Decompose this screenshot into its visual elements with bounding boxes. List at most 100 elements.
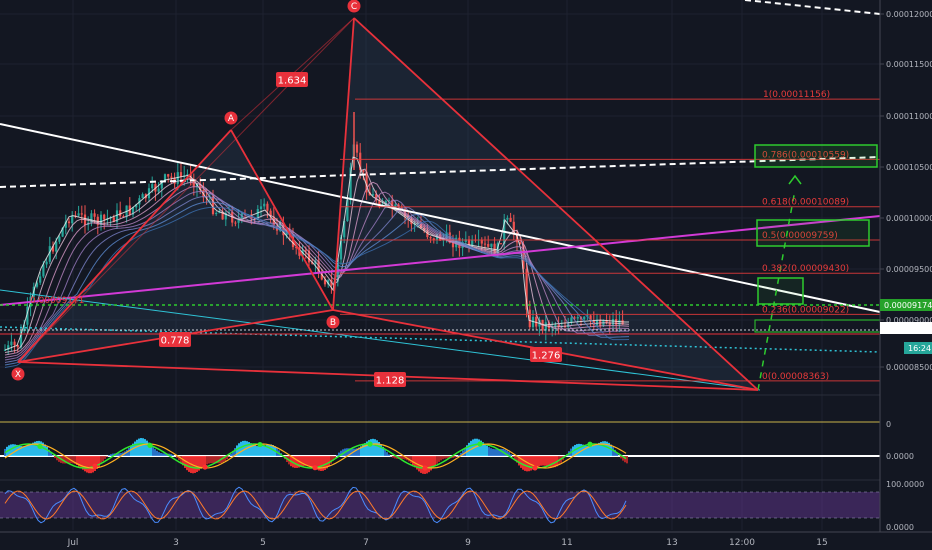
candle-body: [343, 220, 346, 238]
stoch-tick-label: 100.0000: [886, 480, 924, 489]
candle-body: [48, 246, 51, 262]
candle-body: [266, 203, 269, 211]
osc-tick-label: 0: [886, 420, 891, 429]
candle-body: [39, 276, 42, 283]
magenta-trendline: [0, 215, 881, 306]
point-label-B: B: [330, 318, 336, 328]
osc-cross-dot: [477, 441, 483, 447]
pattern-leg-BC: [332, 17, 355, 311]
stochastic-pane: [0, 486, 880, 524]
candle-body: [346, 199, 349, 221]
osc-cross-dot: [312, 465, 318, 471]
time-tick-label: 12:00: [729, 538, 755, 548]
badge-time-bg: [904, 342, 932, 354]
stoch-k: [4, 486, 627, 524]
badge-white-text: 0.00008952: [884, 324, 932, 333]
candle-body: [135, 204, 138, 208]
candle-body: [167, 174, 170, 177]
price-axis-bg: [880, 0, 932, 550]
candle-body: [211, 196, 215, 215]
candle-body: [451, 242, 455, 248]
price-tick-label: 0.00009500: [886, 265, 932, 274]
candle-body: [10, 341, 13, 346]
oscillator-pane: [0, 394, 932, 481]
ratio-box: [530, 347, 562, 362]
candle-body: [362, 169, 365, 172]
candle-body: [26, 306, 29, 325]
badge-green-bg: [880, 299, 932, 311]
candle-body: [96, 216, 99, 225]
candle-body: [23, 324, 26, 332]
fib-label-0.786: 0.786(0.00010559): [762, 150, 849, 160]
moving-average: [4, 206, 630, 368]
badge-white-bg: [880, 322, 932, 334]
cyan-dotted-line: [0, 326, 881, 353]
target-box-mid: [756, 219, 870, 247]
target-box-top: [754, 144, 878, 168]
candle-body: [528, 309, 531, 328]
osc-tick-label: 0.0000: [886, 452, 914, 461]
candle-body: [483, 243, 487, 245]
fib-label-0.5: 0.5(0.00009759): [762, 231, 838, 241]
candle-body: [282, 222, 285, 236]
candle-body: [215, 212, 218, 215]
price-tick-label: 0.00010500: [886, 163, 932, 172]
candle-body: [583, 316, 586, 320]
candle-body: [611, 319, 615, 325]
ratio-label: 1.276: [532, 351, 561, 362]
candle-body: [320, 273, 323, 280]
ratio-box: [276, 72, 308, 87]
candle-body: [218, 212, 221, 214]
badge-time-text: 16:24: [908, 344, 931, 353]
candle-body: [80, 213, 83, 215]
ratio-label: 1.128: [376, 376, 405, 387]
candle-body: [160, 180, 163, 189]
candle-body: [323, 279, 327, 285]
candle-body: [77, 213, 80, 216]
stoch-tick-label: 0.0000: [886, 523, 914, 532]
osc-cross-dot: [257, 441, 263, 448]
time-tick-label: 13: [666, 538, 677, 548]
ratio-label: 1.634: [278, 76, 307, 87]
candle-body: [119, 210, 122, 217]
candle-body: [355, 144, 359, 153]
candle-body: [535, 316, 538, 327]
candle-body: [365, 171, 368, 193]
candle-body: [554, 324, 557, 328]
candle-body: [615, 319, 618, 325]
candle-body: [375, 194, 378, 201]
ratio-label: 0.778: [161, 336, 190, 347]
moving-average: [4, 190, 630, 361]
candle-body: [61, 227, 64, 237]
point-marker-X: [11, 367, 25, 381]
candle-body: [42, 264, 45, 277]
candle-body: [67, 221, 71, 224]
ratio-box: [374, 372, 406, 387]
candle-body: [237, 218, 240, 223]
time-tick-label: 5: [260, 538, 266, 548]
candle-body: [227, 211, 231, 213]
candle-body: [544, 322, 547, 331]
candle-body: [112, 217, 115, 223]
candle-body: [471, 239, 474, 247]
pattern-fill: [18, 18, 758, 390]
pattern-leg-AB: [230, 129, 334, 311]
candle-body: [179, 172, 183, 177]
price-tick-label: 0.00012000: [886, 10, 932, 19]
candle-body: [464, 239, 467, 242]
osc-cross-dot: [422, 465, 428, 471]
point-marker-A: [224, 111, 238, 125]
price-tick-label: 0.00008500: [886, 363, 932, 372]
candle-body: [3, 349, 7, 351]
candle-body: [349, 167, 352, 200]
candle-body: [269, 210, 272, 217]
left-price-label: 0.00009171: [30, 296, 84, 306]
badge-green-text: 0.00009174: [884, 301, 932, 310]
stoch-d: [4, 490, 627, 520]
time-tick-label: 7: [363, 538, 369, 548]
candle-body: [224, 212, 227, 220]
candle-body: [163, 174, 167, 181]
price-tick-label: 0.00011500: [886, 60, 932, 69]
